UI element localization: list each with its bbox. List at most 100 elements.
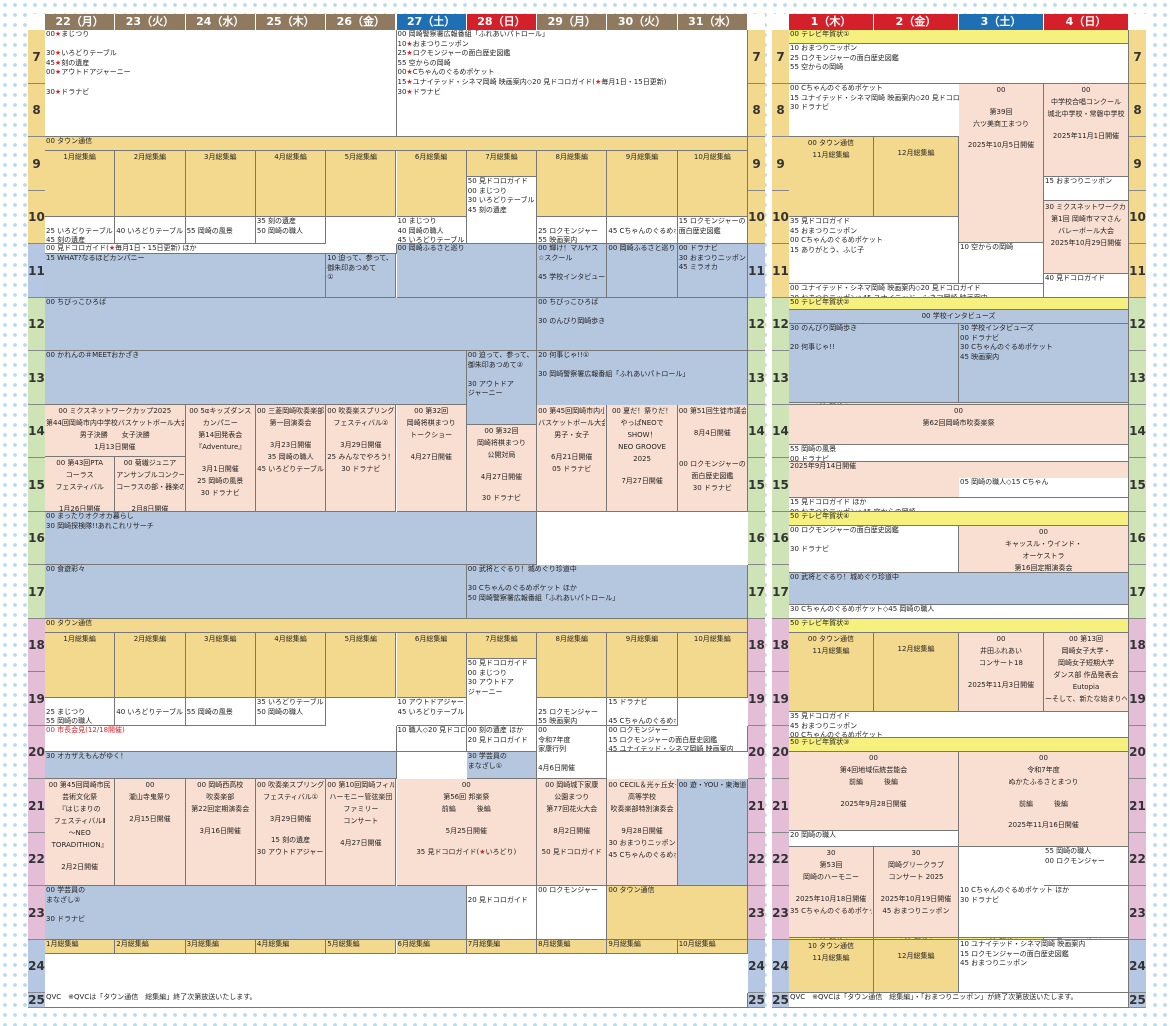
program-line: 第一回演奏会	[269, 419, 312, 427]
hour-label: 13	[748, 351, 765, 405]
program-line: 00 第43回PTA	[56, 459, 104, 467]
program-line: 35 Cちゃんのぐるめポケット ほか	[790, 906, 872, 915]
hour-label: 25	[28, 993, 45, 1008]
program-cell: 4月総集編	[255, 633, 327, 698]
program-line	[187, 815, 254, 825]
program-cell: 15 おまつりニッポン	[1044, 177, 1129, 201]
program-line	[538, 815, 605, 825]
program-line: 45 いろどりテーブル	[257, 464, 324, 473]
program-cell: 50 テレビ年賀状②	[789, 298, 1129, 310]
program-line: 35 見ドコロガイド(★いろどり)	[416, 848, 517, 857]
program-cell: 6月総集編	[396, 940, 467, 954]
program-line: 00 遊・YOU・東海道	[678, 781, 746, 789]
day-header: 24（水）	[185, 14, 256, 30]
program-line: 7月総集編	[467, 940, 501, 948]
program-line	[875, 940, 957, 950]
program-line: 1月総集編	[46, 940, 79, 948]
program-line: 岡崎女子大学・	[1061, 647, 1111, 655]
program-line: 10★おまつりニッポン	[397, 39, 469, 48]
program-line: 00★アウトドアジャーニー	[46, 68, 131, 77]
program-line: 30 学芸員の	[467, 752, 507, 760]
hour-label: 14	[772, 405, 789, 458]
program-cell: 7月総集編	[466, 940, 538, 954]
program-line: 45 Cちゃんのぐるめポケット	[608, 717, 675, 726]
hour-label: 7	[748, 30, 765, 84]
program-line: 30 ドラナビ	[46, 914, 86, 923]
program-cell: 00 見ドコロガイド(★毎月1日・15日更新) ほか	[45, 244, 397, 254]
program-line: 55 岡崎の風景	[186, 226, 233, 235]
program-cell: 50 テレビ年賀状②	[789, 619, 1129, 633]
program-line: 30 ドラナビ	[960, 895, 1000, 904]
program-cell: 00 第10回岡崎フィル ハーモニー管弦楽団 ファミリー コンサート 4月27日開催	[326, 779, 397, 886]
hour-label: 15	[748, 458, 765, 512]
program-cell: 10 ユナイテッド・シネマ岡崎 映画案内 15 ロクモンジャーの面白歴史図鑑 45 …	[959, 940, 1129, 993]
program-cell: 10 空からの岡崎	[959, 243, 1044, 284]
program-line	[398, 441, 465, 451]
program-line: 35 見ドコロガイド	[790, 712, 851, 720]
program-cell: 25 いろどりテーブル ほか45 刻の遺産	[45, 217, 116, 244]
program-line: 00 ロクモンジャー	[538, 886, 598, 894]
program-line: 15 ユナイテッド・シネマ岡崎 映画案内◇20 見ドコロガイド	[790, 93, 981, 102]
program-line: オーケストラ	[1022, 552, 1065, 560]
program-line: 第77回花火大会	[546, 805, 598, 813]
day-header: 26（金）	[326, 14, 397, 30]
program-line: 30 おまつりニッポン	[678, 253, 746, 262]
program-line: 25 ロクモンジャー	[538, 707, 598, 716]
program-line: 45 刻の遺産	[46, 236, 86, 244]
hour-label: 22	[772, 833, 789, 886]
program-line: 50 テレビ年賀状②	[790, 298, 850, 306]
program-cell: 15 見ドコロガイド ほか 00 おまつりニッポン◇45 空からの岡崎	[789, 498, 1129, 512]
program-line: ダンス部 作品発表会	[1053, 671, 1119, 679]
program-line: 50 岡崎警察署広報番組「ふれあいパトロール」	[467, 593, 620, 602]
program-line	[875, 883, 957, 893]
day-header: 22（月）	[45, 14, 116, 30]
program-line	[46, 851, 113, 861]
program-cell: 10 タウン通信 11月総集編	[789, 940, 874, 993]
program-line: 12月総集編	[897, 644, 935, 653]
program-cell: 8月総集編	[537, 633, 608, 698]
program-line: 45 ミラオカ	[678, 263, 718, 272]
program-line	[538, 837, 605, 847]
program-cell: 10 おまつりニッポン 25 ロクモンジャーの面白歴史図鑑 55 空からの岡崎	[789, 44, 1129, 84]
hour-label: 22	[28, 833, 45, 886]
program-cell: 20 岡崎の職人	[789, 831, 959, 847]
program-line: 第56回 邦楽祭	[443, 793, 490, 801]
hour-label: 13	[1129, 351, 1146, 405]
program-line: 芸術文化祭	[62, 793, 98, 801]
program-cell: 00 第62回岡崎市吹奏楽祭	[789, 405, 1129, 445]
program-line: 中学校合唱コンクール	[1051, 98, 1121, 106]
program-line: 00 学芸員の	[46, 886, 86, 894]
program-line: 00 武将とぐるり！城めぐり珍道中	[790, 573, 899, 581]
program-line: ☆スクール	[538, 253, 573, 262]
program-line: 50 テレビ年賀状③	[790, 738, 850, 746]
right-schedule-panel: 1（木） 2（金） 3（土） 4（日） 7 7 8 8 9 9 10 10 11 11 12 12 13 13 14…	[772, 14, 1147, 1010]
program-cell: 30 第53回 岡崎のハーモニー 2025年10月18日開催 35 Cちゃんのぐるめポ…	[789, 847, 874, 938]
program-line: 00 三菱岡崎吹奏楽部	[256, 407, 325, 415]
program-line: 00 武将とぐるり！城めぐり珍道中	[467, 565, 577, 573]
hour-label: 14	[748, 405, 765, 458]
program-line: 00 見ドコロガイド	[1045, 938, 1127, 939]
program-line: 45 おまつりニッポン	[790, 721, 858, 730]
program-line: 00	[996, 635, 1006, 643]
program-cell: 10 Cちゃんのぐるめポケット ほか 30 ドラナビ	[959, 886, 1129, 938]
program-cell: 00 刻の遺産 ほか 20 見ドコロガイド	[466, 726, 538, 752]
program-line: 00 第13回	[1068, 635, 1104, 643]
hour-label: 20	[772, 726, 789, 779]
program-cell: 00 中学校合唱コンクール 城北中学校・常磐中学校 2025年11月1日開催	[1044, 84, 1129, 177]
program-line: 2月総集編	[133, 635, 167, 643]
program-line: 00	[996, 86, 1006, 94]
program-line: 9月総集編	[608, 940, 641, 948]
program-line: 5月総集編	[344, 153, 378, 161]
program-line: 2025年9月28日開催	[840, 799, 907, 808]
program-line: 00 ロクモンジャーの	[678, 459, 746, 468]
program-cell: 00 輝け！マルヤス ☆スクール 45 学校インタビューズ	[537, 244, 608, 298]
program-line: 12月総集編	[897, 951, 935, 960]
program-line: 2月15日開催	[129, 814, 171, 823]
program-line: 10月総集編	[693, 153, 731, 161]
program-cell: 8月総集編	[537, 940, 608, 954]
program-cell: 25 ロクモンジャー 55 映画案内	[537, 217, 608, 244]
program-line: 6月総集編	[414, 153, 448, 161]
program-cell: 00 市長会見(12/18開催)	[45, 726, 397, 752]
